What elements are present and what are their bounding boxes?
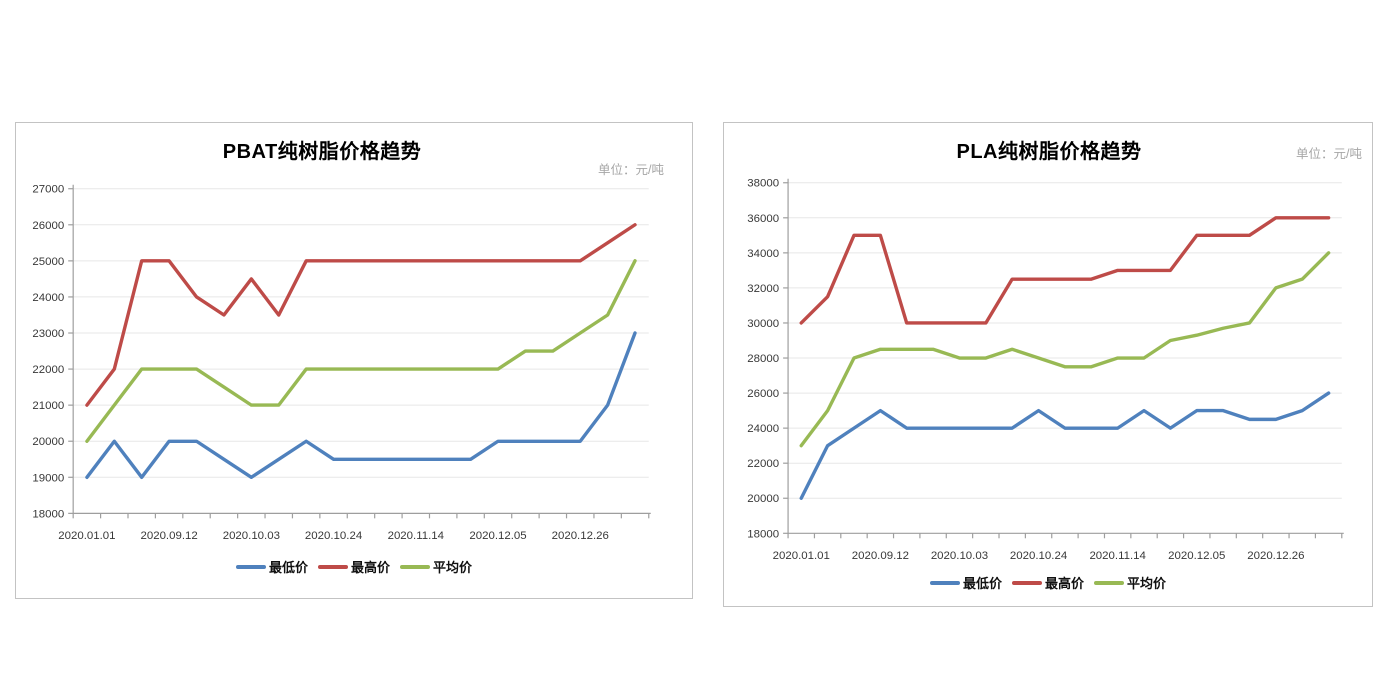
y-axis-label: 18000 [32,508,64,520]
x-axis-label: 2020.12.26 [1247,550,1304,562]
legend-item-avg: 平均价 [1094,573,1166,592]
legend-item-min: 最低价 [235,557,308,576]
avg-price-line [85,259,637,443]
y-axis-label: 28000 [747,353,779,365]
y-axis-label: 24000 [747,423,779,435]
x-axis-label: 2020.10.03 [223,530,280,542]
legend-label: 最低价 [962,576,1002,591]
min-price-line [799,391,1331,500]
y-axis-label: 18000 [747,528,779,540]
x-axis-label: 2020.10.24 [1010,550,1068,562]
x-axis-label: 2020.10.24 [305,530,363,542]
x-axis-label: 2020.11.14 [388,530,445,542]
y-axis-label: 24000 [32,292,64,304]
y-axis-label: 19000 [32,472,64,484]
y-axis-label: 30000 [747,318,779,330]
y-axis-label: 38000 [747,178,779,190]
x-axis-label: 2020.12.26 [552,530,609,542]
y-axis-label: 20000 [747,493,779,505]
legend-label: 平均价 [1127,576,1167,591]
legend-label: 最高价 [350,560,390,575]
legend-label: 平均价 [433,560,473,575]
legend: 最低价 最高价 平均价 [724,573,1372,592]
max-legend-swatch-icon [317,564,348,569]
x-axis-label: 2020.10.03 [931,550,988,562]
y-axis-label: 22000 [32,364,64,376]
pla-plot-area: 38000 36000 34000 32000 30000 28000 26000 24000… [747,178,1344,562]
y-axis-label: 20000 [32,436,64,448]
unit-label: 单位：元/吨 [1296,147,1362,161]
min-legend-swatch-icon [235,564,266,569]
y-axis-label: 26000 [32,220,64,232]
pbat-price-chart-panel: PBAT纯树脂价格趋势 单位：元/吨 27000 26000 25000 24000 2… [15,122,693,599]
y-axis-label: 23000 [32,328,64,340]
y-axis-label: 36000 [747,213,779,225]
x-axis-label: 2020.01.01 [58,530,115,542]
y-axis-label: 26000 [747,388,779,400]
x-axis-label: 2020.11.14 [1089,550,1146,562]
chart-title: PBAT纯树脂价格趋势 [222,141,422,163]
x-axis-label: 2020.09.12 [140,530,197,542]
legend-item-max: 最高价 [317,557,390,576]
pbat-plot-area: 27000 26000 25000 24000 23000 22000 21000 20000… [32,184,651,542]
y-axis-label: 32000 [747,283,779,295]
unit-label: 单位：元/吨 [598,163,664,177]
x-axis-label: 2020.09.12 [852,550,909,562]
max-price-line [799,216,1331,325]
avg-price-line [799,251,1331,448]
x-axis-label: 2020.12.05 [1168,550,1225,562]
legend-item-avg: 平均价 [400,557,472,576]
avg-legend-swatch-icon [400,564,430,569]
legend: 最低价 最高价 平均价 [16,557,692,576]
chart-title: PLA纯树脂价格趋势 [956,141,1142,163]
min-price-line [85,331,637,480]
legend-label: 最高价 [1044,576,1084,591]
max-legend-swatch-icon [1011,580,1042,585]
x-axis-label: 2020.01.01 [773,550,830,562]
x-axis-label: 2020.12.05 [469,530,526,542]
legend-label: 最低价 [268,560,308,575]
y-axis-label: 21000 [32,400,64,412]
min-legend-swatch-icon [929,580,960,585]
max-price-line [85,223,637,407]
pla-price-chart-panel: PLA纯树脂价格趋势 单位：元/吨 38000 36000 34000 32000 30… [723,122,1373,607]
y-axis-label: 27000 [32,184,64,196]
y-axis-label: 22000 [747,458,779,470]
avg-legend-swatch-icon [1094,580,1124,585]
y-axis-label: 25000 [32,256,64,268]
legend-item-max: 最高价 [1011,573,1084,592]
y-axis-label: 34000 [747,248,779,260]
legend-item-min: 最低价 [929,573,1002,592]
